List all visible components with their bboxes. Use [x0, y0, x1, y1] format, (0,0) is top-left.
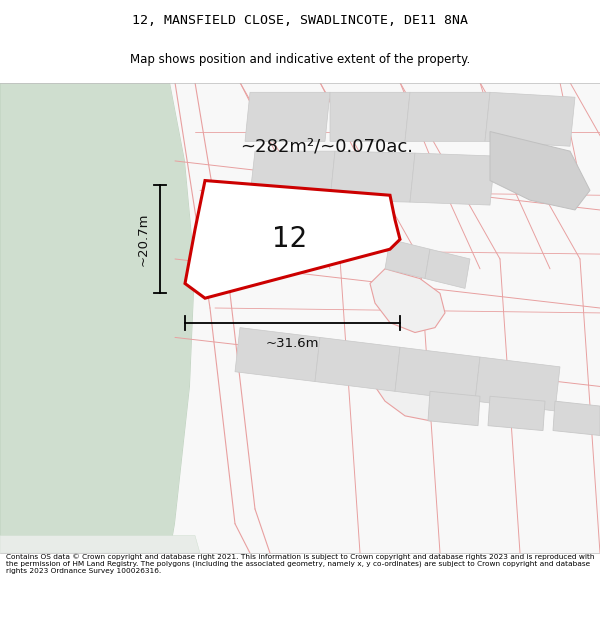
- Polygon shape: [553, 401, 600, 436]
- Text: Contains OS data © Crown copyright and database right 2021. This information is : Contains OS data © Crown copyright and d…: [6, 553, 595, 574]
- Polygon shape: [425, 249, 470, 288]
- Polygon shape: [185, 181, 400, 298]
- Polygon shape: [235, 328, 320, 381]
- Polygon shape: [405, 92, 490, 141]
- Text: Map shows position and indicative extent of the property.: Map shows position and indicative extent…: [130, 53, 470, 66]
- Polygon shape: [385, 239, 430, 279]
- Text: ~282m²/~0.070ac.: ~282m²/~0.070ac.: [240, 138, 413, 155]
- Polygon shape: [0, 82, 195, 553]
- Polygon shape: [488, 396, 545, 431]
- Text: 12, MANSFIELD CLOSE, SWADLINCOTE, DE11 8NA: 12, MANSFIELD CLOSE, SWADLINCOTE, DE11 8…: [132, 14, 468, 27]
- Polygon shape: [315, 338, 400, 391]
- Polygon shape: [475, 357, 560, 411]
- Polygon shape: [330, 92, 410, 141]
- Polygon shape: [250, 151, 335, 200]
- Polygon shape: [428, 391, 480, 426]
- Polygon shape: [0, 536, 200, 553]
- Polygon shape: [245, 92, 330, 141]
- Polygon shape: [330, 151, 415, 202]
- Text: ~20.7m: ~20.7m: [137, 213, 150, 266]
- Polygon shape: [370, 357, 460, 421]
- Text: ~31.6m: ~31.6m: [266, 338, 319, 351]
- Polygon shape: [395, 348, 480, 401]
- Polygon shape: [170, 82, 600, 553]
- Polygon shape: [485, 92, 575, 146]
- Polygon shape: [410, 153, 495, 205]
- Polygon shape: [490, 131, 590, 210]
- Text: 12: 12: [272, 226, 308, 253]
- Polygon shape: [370, 269, 445, 332]
